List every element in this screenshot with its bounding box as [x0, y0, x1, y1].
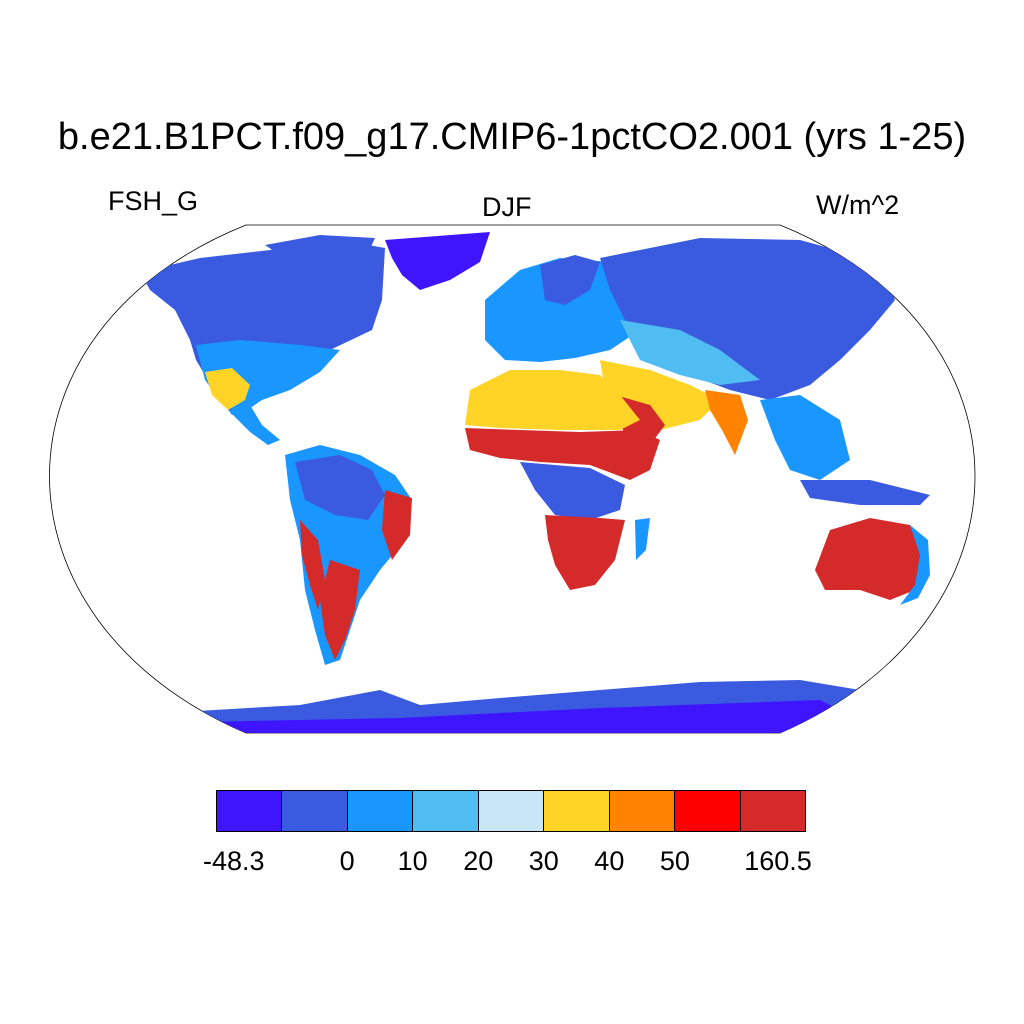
units-label: W/m^2	[816, 190, 900, 220]
colorbar-box-2	[347, 791, 414, 831]
argentina-region	[320, 560, 360, 660]
colorbar-box-8	[740, 791, 805, 831]
southeast-asia-region	[760, 395, 850, 480]
australia-east-region	[900, 525, 930, 605]
colorbar-tick-label: 50	[659, 846, 690, 876]
central-asia-region	[620, 320, 760, 385]
colorbar-tick-label: -48.3	[202, 846, 265, 876]
indonesia-region	[800, 480, 930, 505]
colorbar	[216, 790, 806, 832]
plot-title: b.e21.B1PCT.f09_g17.CMIP6-1pctCO2.001 (y…	[57, 116, 967, 158]
colorbar-box-4	[478, 791, 545, 831]
andes-west-region	[300, 520, 325, 610]
colorbar-box-1	[282, 791, 348, 831]
colorbar-tick-label: 0	[339, 846, 355, 876]
north-america-region	[140, 240, 385, 415]
arctic-islands-region	[265, 235, 375, 268]
north-africa-region	[465, 370, 640, 430]
scandinavia-region	[540, 255, 600, 305]
colorbar-tick-label: 160.5	[744, 846, 812, 876]
central-africa-region	[520, 462, 625, 520]
colorbar-tick-label: 20	[463, 846, 494, 876]
india-region	[705, 390, 748, 455]
brazil-east-region	[382, 490, 412, 560]
colorbar-box-3	[413, 791, 479, 831]
colorbar-tick-label: 10	[397, 846, 428, 876]
colorbar-tick-label: 30	[528, 846, 559, 876]
colorbar-tick-label: 40	[594, 846, 625, 876]
colorbar-box-0	[217, 791, 283, 831]
variable-label: FSH_G	[108, 186, 199, 216]
antarctica-interior	[180, 700, 860, 733]
southern-africa-region	[545, 515, 625, 590]
colorbar-box-7	[675, 791, 741, 831]
greenland-region	[385, 232, 490, 290]
sahel-region	[465, 428, 660, 480]
central-america-region	[228, 405, 280, 445]
middle-east-region	[600, 360, 720, 430]
australia-region	[815, 518, 925, 600]
madagascar-region	[635, 518, 650, 560]
europe-region	[485, 258, 640, 362]
season-label: DJF	[482, 192, 532, 222]
colorbar-box-6	[609, 791, 676, 831]
mexico-region	[205, 368, 250, 410]
amazon-region	[295, 455, 385, 520]
colorbar-box-5	[544, 791, 610, 831]
